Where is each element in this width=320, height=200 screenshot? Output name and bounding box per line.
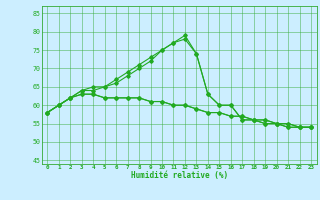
X-axis label: Humidité relative (%): Humidité relative (%) [131, 171, 228, 180]
